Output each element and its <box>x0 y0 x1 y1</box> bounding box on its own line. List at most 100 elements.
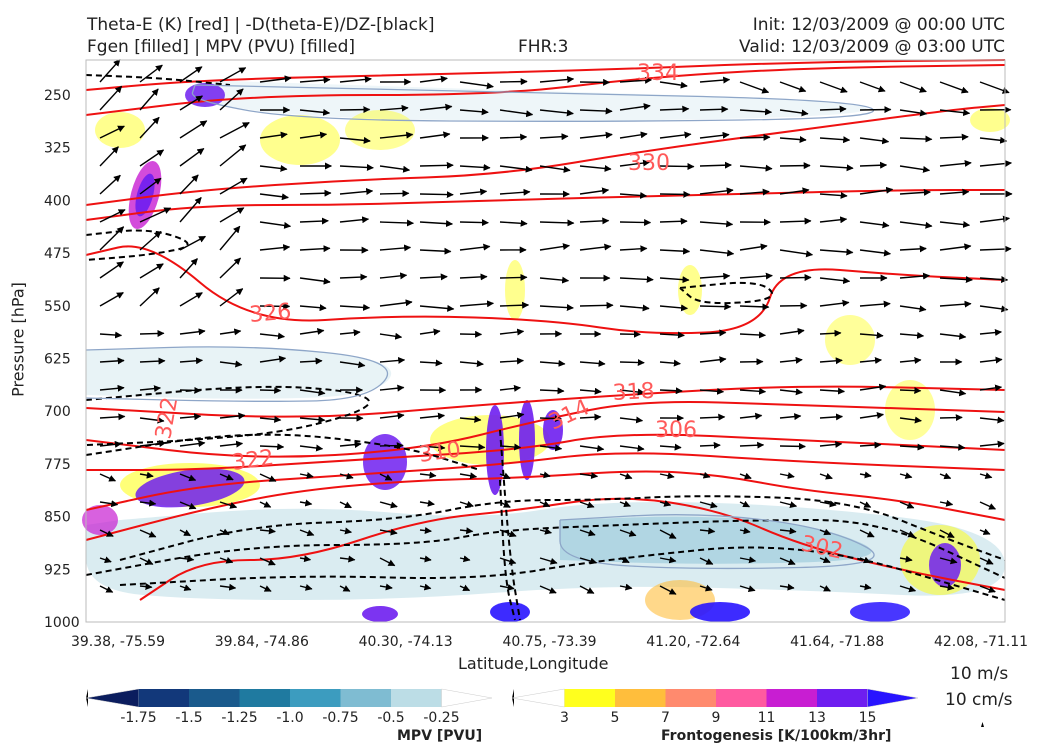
wind-vector-274 <box>939 389 967 397</box>
filled-region-12 <box>505 260 525 320</box>
mpv-colorbar-swatch-4 <box>290 689 341 707</box>
mpv-colorbar-tick-2: -1.25 <box>221 710 257 726</box>
wind-vector-20 <box>899 81 927 93</box>
wind-vector-425 <box>539 585 557 594</box>
wind-vector-313 <box>659 443 682 451</box>
mpv-colorbar-swatch-5 <box>340 689 391 707</box>
wind-vector-57 <box>539 133 569 141</box>
wind-vector-417 <box>219 583 237 591</box>
wind-vector-166 <box>299 277 331 285</box>
wind-vector-89 <box>899 165 931 173</box>
mpv-contour-1 <box>85 346 389 402</box>
wind-vector-401 <box>499 557 517 565</box>
wind-vector-230 <box>99 357 125 365</box>
wind-vector-396 <box>299 555 312 563</box>
fgen-colorbar-swatch-6 <box>817 689 868 707</box>
x-axis-title: Latitude,Longitude <box>458 654 609 673</box>
wind-vector-280 <box>259 415 282 423</box>
wind-vector-168 <box>379 272 408 280</box>
wind-vector-423 <box>459 584 471 592</box>
filled-region-28 <box>850 602 910 622</box>
fgen-colorbar-swatch-7 <box>867 688 919 708</box>
plot-frame <box>85 59 1006 623</box>
fgen-colorbar-swatch-5 <box>766 689 817 707</box>
wind-vector-192 <box>419 304 455 312</box>
wind-vector-296 <box>899 416 922 424</box>
fgen-colorbar-swatch-3 <box>665 689 716 707</box>
wind-vector-0 <box>99 59 121 83</box>
wind-vector-167 <box>339 273 368 281</box>
x-tick-5: 41.64, -71.88 <box>790 634 884 650</box>
wind-vector-238 <box>419 359 443 367</box>
wind-vector-60 <box>659 131 692 139</box>
wind-vector-371 <box>219 528 230 536</box>
wind-vector-203 <box>859 300 891 308</box>
wind-vector-317 <box>819 440 843 448</box>
filled-region-0 <box>86 502 1005 600</box>
wind-vector-324 <box>179 473 197 482</box>
y-tick-3: 475 <box>44 246 71 262</box>
wind-vector-319 <box>899 443 925 451</box>
wind-vector-212 <box>299 327 325 335</box>
wind-vector-10 <box>499 78 528 86</box>
wind-vector-293 <box>779 413 802 421</box>
wind-vector-291 <box>699 413 726 421</box>
wind-vector-56 <box>499 133 528 141</box>
wind-vector-183 <box>979 275 1009 283</box>
wind-vector-348 <box>219 501 238 509</box>
wind-vector-106 <box>659 190 691 198</box>
wind-vector-267 <box>659 387 683 395</box>
wind-vector-305 <box>339 441 362 449</box>
wind-vector-99 <box>379 189 410 197</box>
wind-vector-86 <box>779 162 811 170</box>
fgen-colorbar-tick-4: 11 <box>758 710 776 726</box>
wind-vector-42 <box>859 106 892 114</box>
wind-vector-199 <box>699 303 732 311</box>
wind-vector-108 <box>739 188 770 196</box>
wind-vector-186 <box>179 292 203 307</box>
wind-vector-38 <box>699 105 729 113</box>
wind-vector-419 <box>299 584 313 591</box>
wind-vector-146 <box>419 247 452 255</box>
wind-vector-418 <box>259 585 272 592</box>
wind-vector-67 <box>939 133 969 141</box>
forecast-hour: FHR:3 <box>518 37 569 57</box>
theta-e-label-6: 310 <box>417 437 462 468</box>
wind-vector-380 <box>579 529 596 537</box>
wind-vector-40 <box>779 109 809 117</box>
wind-vector-161 <box>99 261 124 279</box>
wind-vector-389 <box>939 529 955 539</box>
theta-e-label-5: 306 <box>655 418 697 443</box>
wind-vector-278 <box>179 413 202 421</box>
theta-e-contour-8 <box>85 452 1006 511</box>
wind-vector-421 <box>379 583 393 591</box>
filled-region-15 <box>885 380 935 440</box>
title-line-1: Theta-E (K) [red] | -D(theta-E)/DZ-[blac… <box>87 15 435 35</box>
wind-vector-151 <box>619 245 648 253</box>
wind-vector-217 <box>499 328 525 336</box>
wind-vector-312 <box>619 444 645 452</box>
wind-vector-170 <box>459 273 488 281</box>
wind-vector-402 <box>539 557 558 565</box>
mpv-colorbar-swatch-7 <box>441 688 493 708</box>
wind-vector-294 <box>819 413 843 421</box>
wind-vector-190 <box>339 303 371 311</box>
wind-vector-271 <box>819 387 845 395</box>
y-tick-5: 625 <box>44 352 71 368</box>
dthetae-dz-contour-5 <box>119 495 1006 561</box>
wind-vector-111 <box>859 186 894 195</box>
wind-vector-225 <box>819 329 842 337</box>
wind-vector-393 <box>179 555 195 563</box>
wind-vector-224 <box>779 327 805 335</box>
wind-vector-59 <box>619 131 648 139</box>
wind-vector-134 <box>859 221 890 229</box>
wind-vector-239 <box>459 360 484 368</box>
wind-vector-413 <box>979 557 994 565</box>
wind-vector-95 <box>219 177 248 195</box>
wind-vector-253 <box>99 384 125 392</box>
wind-vector-340 <box>819 472 833 480</box>
wind-vector-279 <box>219 412 246 420</box>
wind-vector-43 <box>899 109 928 117</box>
wind-vector-265 <box>579 387 602 395</box>
